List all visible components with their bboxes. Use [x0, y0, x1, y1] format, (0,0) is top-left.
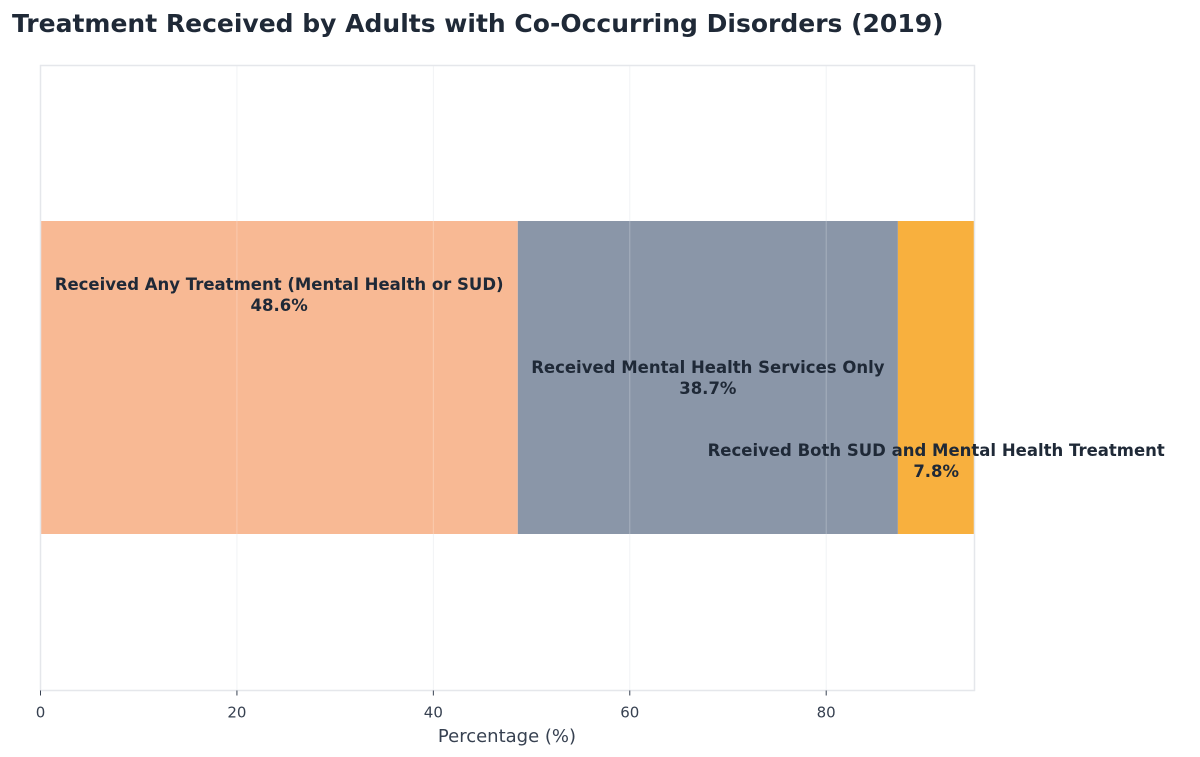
- segment-value-label: 7.8%: [913, 462, 959, 481]
- x-tick-label: 80: [817, 704, 836, 722]
- x-axis-ticks: 0 20 40 60 80: [36, 690, 836, 722]
- chart-title: Treatment Received by Adults with Co-Occ…: [12, 9, 944, 38]
- bars: [40, 221, 975, 534]
- segment-value-label: 48.6%: [251, 296, 309, 315]
- x-tick-label: 60: [620, 704, 639, 722]
- segment-name-label: Received Both SUD and Mental Health Trea…: [708, 441, 1165, 460]
- segment-labels: Received Any Treatment (Mental Health or…: [55, 275, 1165, 481]
- bar-segment: [517, 221, 898, 534]
- segment-name-label: Received Any Treatment (Mental Health or…: [55, 275, 504, 294]
- x-tick-label: 0: [36, 704, 46, 722]
- x-tick-label: 20: [227, 704, 246, 722]
- segment-value-label: 38.7%: [679, 379, 737, 398]
- x-tick-label: 40: [424, 704, 443, 722]
- plot-frame: [39, 64, 976, 692]
- bar-segment: [40, 221, 518, 534]
- x-axis-label: Percentage (%): [438, 726, 576, 747]
- segment-name-label: Received Mental Health Services Only: [531, 358, 885, 377]
- bar-segment: [897, 221, 975, 534]
